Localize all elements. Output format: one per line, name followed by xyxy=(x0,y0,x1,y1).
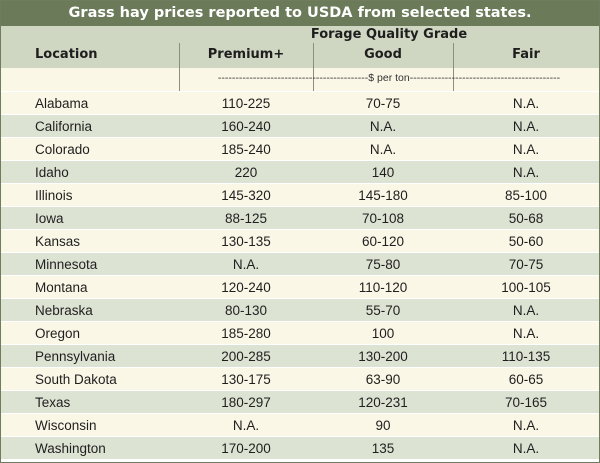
units-row xyxy=(1,68,599,91)
good-cell: 100 xyxy=(371,326,395,341)
location-cell: Idaho xyxy=(35,165,69,180)
good-cell: 70-75 xyxy=(365,96,401,111)
units-label: ----------------------------------------… xyxy=(217,72,561,84)
location-cell: Pennsylvania xyxy=(35,349,116,364)
column-divider xyxy=(179,43,180,91)
table-body: Alabama 110-225 70-75 N.A. California 160-240… xyxy=(1,91,599,459)
fair-cell: 100-105 xyxy=(501,280,551,295)
table-row: South Dakota 130-175 63-90 60-65 xyxy=(1,367,599,390)
good-cell: 63-90 xyxy=(365,372,401,387)
location-cell: Oregon xyxy=(35,326,81,341)
table-row: Wisconsin N.A. 90 N.A. xyxy=(1,413,599,436)
table-row: Minnesota N.A. 75-80 70-75 xyxy=(1,252,599,275)
table-row: Kansas 130-135 60-120 50-60 xyxy=(1,229,599,252)
table-title: Grass hay prices reported to USDA from s… xyxy=(1,1,599,26)
location-cell: Washington xyxy=(35,441,106,456)
premium-cell: 120-240 xyxy=(221,280,271,295)
fair-cell: 110-135 xyxy=(501,349,551,364)
fair-cell: 70-75 xyxy=(508,257,544,272)
premium-cell: 170-200 xyxy=(221,441,271,456)
table-row: Iowa 88-125 70-108 50-68 xyxy=(1,206,599,229)
table-row: Texas 180-297 120-231 70-165 xyxy=(1,390,599,413)
premium-cell: 180-297 xyxy=(221,395,271,410)
location-cell: Colorado xyxy=(35,142,90,157)
premium-cell: 185-240 xyxy=(221,142,271,157)
forage-quality-grade-header: Forage Quality Grade xyxy=(310,27,468,42)
table-row: Illinois 145-320 145-180 85-100 xyxy=(1,183,599,206)
location-cell: Illinois xyxy=(35,188,73,203)
location-cell: Nebraska xyxy=(35,303,93,318)
fair-cell: N.A. xyxy=(512,418,540,433)
fair-cell: N.A. xyxy=(512,142,540,157)
fair-cell: 60-65 xyxy=(508,372,544,387)
fair-cell: N.A. xyxy=(512,119,540,134)
table-row: Nebraska 80-130 55-70 N.A. xyxy=(1,298,599,321)
table-row: Colorado 185-240 N.A. N.A. xyxy=(1,137,599,160)
good-cell: 130-200 xyxy=(358,349,408,364)
good-cell: 110-120 xyxy=(358,280,408,295)
premium-cell: 80-130 xyxy=(224,303,268,318)
good-header: Good xyxy=(364,47,402,62)
premium-cell: 130-135 xyxy=(221,234,271,249)
premium-cell: 88-125 xyxy=(224,211,268,226)
good-cell: 70-108 xyxy=(361,211,405,226)
premium-header: Premium+ xyxy=(207,47,285,62)
location-cell: Minnesota xyxy=(35,257,98,272)
good-cell: 140 xyxy=(371,165,395,180)
good-cell: N.A. xyxy=(369,142,397,157)
table-row: Pennsylvania 200-285 130-200 110-135 xyxy=(1,344,599,367)
fair-header: Fair xyxy=(512,47,540,62)
table-row: Oregon 185-280 100 N.A. xyxy=(1,321,599,344)
table-row: Alabama 110-225 70-75 N.A. xyxy=(1,91,599,114)
fair-cell: N.A. xyxy=(512,326,540,341)
location-cell: Kansas xyxy=(35,234,81,249)
good-cell: N.A. xyxy=(369,119,397,134)
fair-cell: 85-100 xyxy=(504,188,548,203)
location-cell: Texas xyxy=(35,395,71,410)
premium-cell: 130-175 xyxy=(221,372,271,387)
fair-cell: 50-60 xyxy=(508,234,544,249)
location-cell: Montana xyxy=(35,280,88,295)
fair-cell: N.A. xyxy=(512,303,540,318)
location-cell: Alabama xyxy=(35,96,89,111)
good-cell: 60-120 xyxy=(361,234,405,249)
good-cell: 145-180 xyxy=(358,188,408,203)
table-header xyxy=(1,26,599,68)
good-cell: 75-80 xyxy=(365,257,401,272)
fair-cell: N.A. xyxy=(512,441,540,456)
column-divider xyxy=(313,43,314,91)
premium-cell: 145-320 xyxy=(221,188,271,203)
location-cell: Wisconsin xyxy=(35,418,97,433)
fair-cell: N.A. xyxy=(512,96,540,111)
location-cell: California xyxy=(35,119,93,134)
location-header: Location xyxy=(35,47,98,62)
good-cell: 135 xyxy=(371,441,395,456)
table-row: Washington 170-200 135 N.A. xyxy=(1,436,599,459)
fair-cell: N.A. xyxy=(512,165,540,180)
good-cell: 90 xyxy=(375,418,391,433)
premium-cell: N.A. xyxy=(232,257,260,272)
fair-cell: 70-165 xyxy=(504,395,548,410)
table-row: Idaho 220 140 N.A. xyxy=(1,160,599,183)
location-cell: Iowa xyxy=(35,211,64,226)
premium-cell: 220 xyxy=(234,165,258,180)
table-row: Montana 120-240 110-120 100-105 xyxy=(1,275,599,298)
premium-cell: 110-225 xyxy=(221,96,271,111)
location-cell: South Dakota xyxy=(35,372,117,387)
premium-cell: 185-280 xyxy=(221,326,271,341)
table-row: California 160-240 N.A. N.A. xyxy=(1,114,599,137)
column-divider xyxy=(453,43,454,91)
good-cell: 55-70 xyxy=(365,303,401,318)
good-cell: 120-231 xyxy=(358,395,408,410)
premium-cell: N.A. xyxy=(232,418,260,433)
premium-cell: 160-240 xyxy=(221,119,271,134)
premium-cell: 200-285 xyxy=(221,349,271,364)
fair-cell: 50-68 xyxy=(508,211,544,226)
